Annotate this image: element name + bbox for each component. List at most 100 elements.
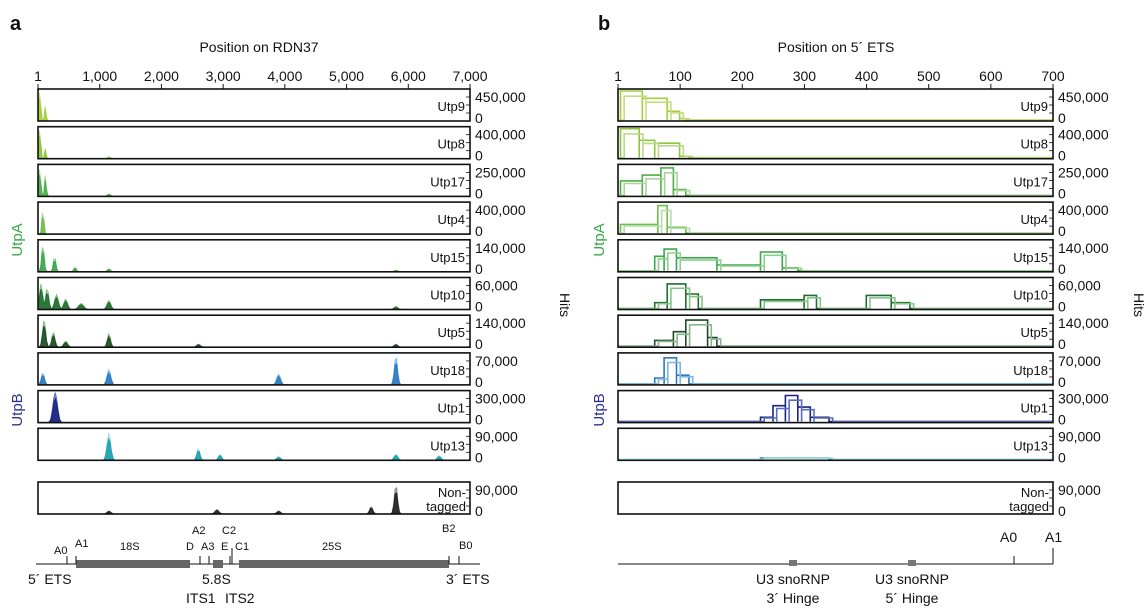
track-zero-label: 0 [475, 261, 483, 277]
track-max-label: 90,000 [475, 482, 518, 498]
track-zero-label: 0 [1058, 261, 1066, 277]
track-frame [37, 352, 471, 386]
track-max-label: 140,000 [475, 240, 526, 256]
anno-5ets: 5´ ETS [28, 571, 72, 587]
panel-a-tick-labels: 1 1,000 2,000 3,000 4,000 5,000 6,000 7,000 [34, 68, 488, 84]
series-area [37, 247, 470, 273]
track-zero-label: 0 [475, 299, 483, 315]
track-utp13: Utp13 90,000 0 [37, 427, 518, 465]
track-frame [617, 352, 1054, 386]
series-area [37, 169, 470, 198]
track-label: Utp1 [438, 401, 465, 416]
track-label: Utp5 [1021, 325, 1048, 340]
track-label: Utp15 [430, 250, 465, 265]
anno-hinge5-line1: U3 snoRNP [875, 571, 949, 587]
anno-58s: 5.8S [202, 571, 231, 587]
track-utp8: Utp8 400,000 0 [37, 125, 526, 164]
track-frame [617, 276, 1054, 311]
track-label: Utp8 [438, 137, 465, 152]
track-max-label: 60,000 [1058, 278, 1101, 294]
anno-c2: C2 [222, 525, 236, 537]
track-utp1: Utp1 300,000 0 [617, 389, 1109, 428]
nontagged-label-line1: Non- [438, 485, 466, 500]
track-max-label: 90,000 [1058, 482, 1101, 498]
series-area [37, 98, 470, 122]
track-label: Utp9 [438, 99, 465, 114]
track-frame [617, 481, 1054, 515]
series-line [618, 248, 1053, 272]
series-line [618, 95, 1053, 121]
series-area [38, 492, 470, 515]
panel-a-schematic [36, 548, 480, 568]
anno-3ets: 3´ ETS [446, 571, 490, 587]
anno-a3: A3 [201, 541, 214, 553]
anno-its1: ITS1 [186, 590, 216, 606]
track-zero-label: 0 [475, 185, 483, 201]
track-zero-label: 0 [1058, 110, 1066, 126]
track-max-label: 60,000 [475, 278, 518, 294]
panel-a-letter: a [10, 13, 22, 35]
tick-label: 1 [34, 68, 42, 84]
track-zero-label: 0 [1058, 299, 1066, 315]
anno-b2: B2 [442, 523, 455, 535]
anno-a1: A1 [75, 538, 88, 550]
track-frame [37, 125, 471, 160]
track-zero-label: 0 [1058, 374, 1066, 390]
series-area [38, 392, 470, 424]
anno-d: D [186, 541, 194, 553]
track-max-label: 90,000 [475, 428, 518, 444]
track-zero-label: 0 [1058, 503, 1066, 519]
track-label: Utp13 [430, 438, 465, 453]
panel-b-group-utpb: UtpB [591, 393, 608, 426]
anno-a2: A2 [192, 525, 205, 537]
series-area [37, 284, 470, 311]
track-utp15: Utp15 140,000 0 [37, 239, 526, 277]
series-area [38, 216, 470, 235]
track-nontagged: Non-tagged 90,000 0 [617, 481, 1101, 519]
tick-label: 100 [668, 68, 692, 84]
track-label: Utp17 [1013, 174, 1048, 189]
series-line [618, 319, 1053, 347]
track-zero-label: 0 [475, 449, 483, 465]
anno-a0: A0 [54, 545, 67, 557]
panel-b-group-utpa: UtpA [591, 223, 608, 256]
track-max-label: 400,000 [475, 202, 526, 218]
track-max-label: 300,000 [1058, 391, 1109, 407]
panel-a-title: Position on RDN37 [199, 39, 318, 55]
track-label: Utp10 [1013, 288, 1048, 303]
tick-label: 3,000 [206, 68, 241, 84]
track-frame [617, 427, 1054, 462]
series-area [37, 175, 470, 198]
track-zero-label: 0 [475, 223, 483, 239]
series-area [38, 212, 470, 235]
track-label: Utp13 [1013, 438, 1048, 453]
track-frame [37, 481, 471, 515]
anno-c1: C1 [235, 541, 249, 553]
series-area [37, 326, 470, 348]
panel-b-schematic [618, 548, 1054, 566]
series-line [618, 167, 1053, 197]
track-frame [37, 314, 471, 349]
track-max-label: 90,000 [1058, 428, 1101, 444]
panel-b-tick-labels: 1 100 200 300 400 500 600 700 [614, 68, 1065, 84]
series-area [37, 250, 470, 273]
track-label: Utp10 [430, 288, 465, 303]
panel-a-tracks: Utp9450,0000Utp8400,0000Utp17250,0000Utp… [37, 84, 526, 519]
panel-a-group-utpb: UtpB [9, 393, 26, 426]
series-area [37, 357, 470, 386]
series-area [38, 486, 470, 515]
track-utp9: Utp9 450,000 0 [37, 88, 526, 126]
nontagged-label-line1: Non- [1021, 485, 1049, 500]
track-utp18: Utp18 70,000 0 [37, 352, 518, 390]
track-utp4: Utp4 400,000 0 [617, 201, 1109, 239]
track-utp10: Utp10 60,000 0 [37, 276, 518, 315]
tick-label: 600 [979, 68, 1003, 84]
track-utp4: Utp4 400,000 0 [37, 201, 526, 239]
anno-b0: B0 [459, 540, 472, 552]
track-frame [617, 239, 1054, 273]
track-utp1: Utp1 300,000 0 [37, 389, 526, 428]
anno-hinge3-line2: 3´ Hinge [767, 590, 820, 606]
track-frame [617, 201, 1054, 235]
track-max-label: 70,000 [475, 353, 518, 369]
